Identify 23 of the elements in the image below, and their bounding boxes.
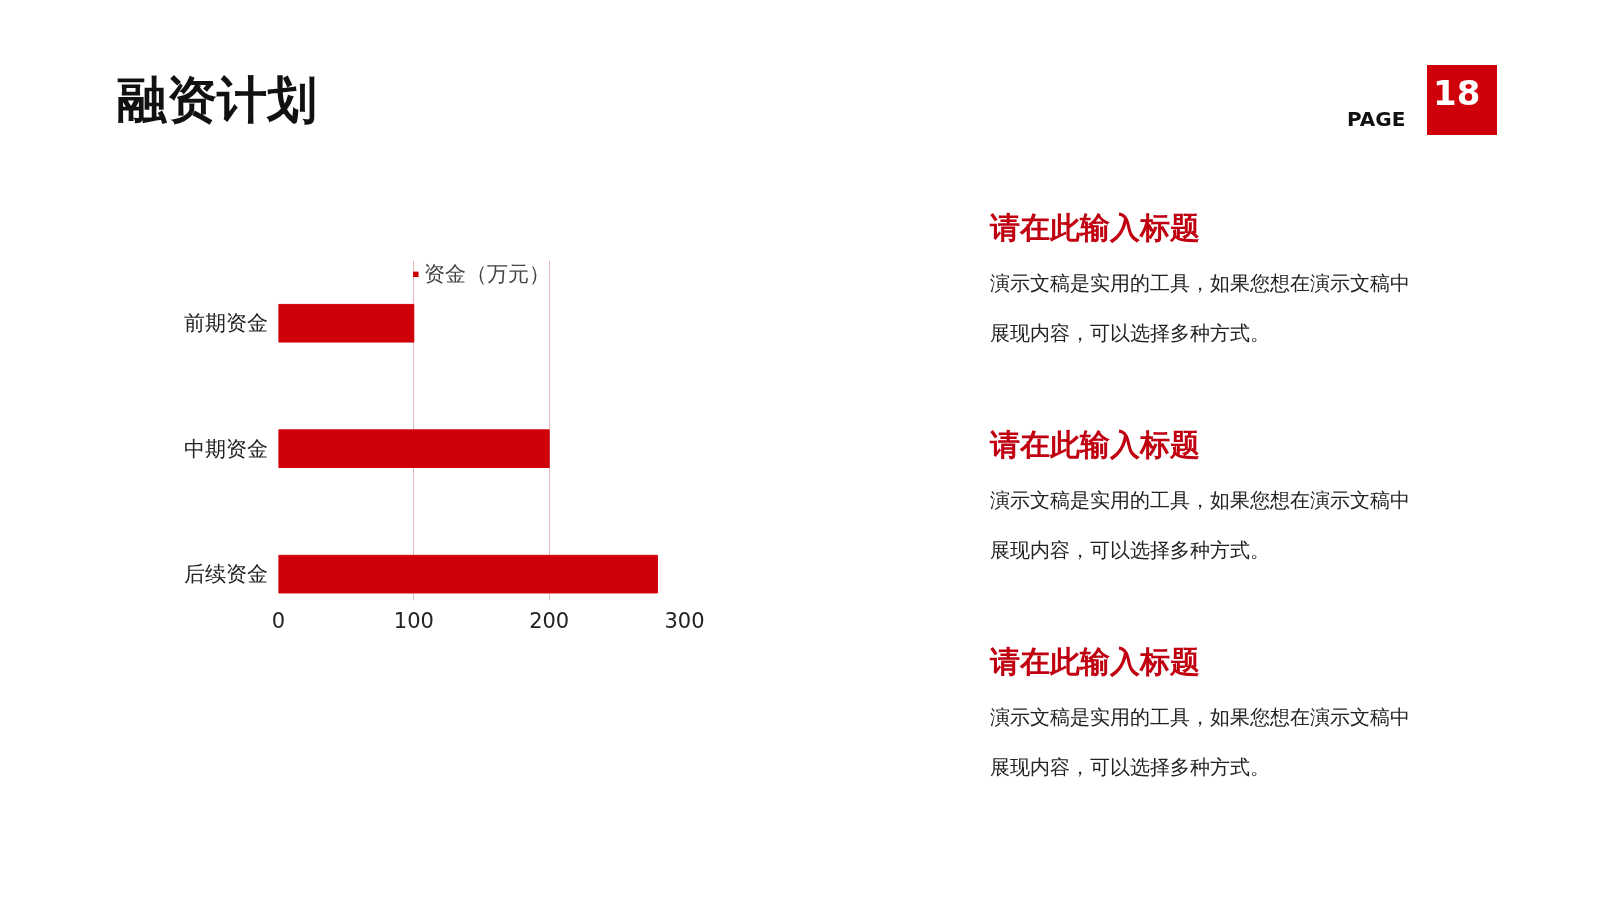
- x-tick-label: 200: [529, 608, 570, 633]
- y-tick-label: 中期资金: [183, 436, 268, 461]
- bar: [278, 303, 415, 343]
- text: 请在此输入标题: [990, 643, 1200, 681]
- text: 请在此输入标题: [990, 209, 1200, 247]
- text: PAGE: [1347, 106, 1406, 133]
- bar: [278, 429, 550, 469]
- text: 展现内容，可以选择多种方式。: [990, 754, 1270, 781]
- x-tick-label: 100: [393, 608, 434, 633]
- y-tick-label: 前期资金: [183, 311, 268, 336]
- text: 展现内容，可以选择多种方式。: [990, 537, 1270, 564]
- x-tick-label: 300: [664, 608, 705, 633]
- legend-label: 资金（万元）: [423, 261, 550, 288]
- text: 请在此输入标题: [990, 426, 1200, 464]
- bar: [278, 554, 658, 594]
- x-tick-label: 0: [271, 608, 286, 633]
- y-tick-label: 后续资金: [183, 562, 268, 587]
- text: 18: [1433, 72, 1481, 115]
- text: 演示文稿是实用的工具，如果您想在演示文稿中: [990, 487, 1410, 514]
- text: 展现内容，可以选择多种方式。: [990, 320, 1270, 347]
- chart-title: 融资计划: [117, 70, 317, 131]
- text: 演示文稿是实用的工具，如果您想在演示文稿中: [990, 270, 1410, 297]
- text: 演示文稿是实用的工具，如果您想在演示文稿中: [990, 704, 1410, 731]
